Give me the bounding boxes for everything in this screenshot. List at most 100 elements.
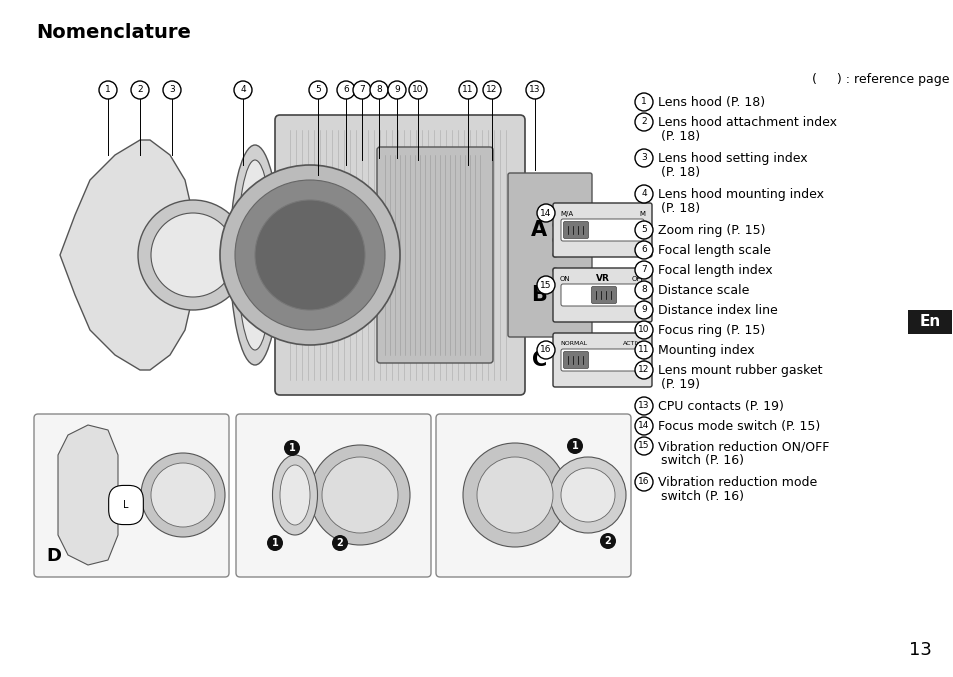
Circle shape [310,445,410,545]
Circle shape [635,281,652,299]
Text: 2: 2 [604,536,611,546]
Text: M/A: M/A [559,211,573,217]
Text: 4: 4 [640,190,646,198]
Text: 14: 14 [539,209,551,217]
Circle shape [552,267,558,273]
Text: Vibration reduction ON/OFF: Vibration reduction ON/OFF [658,440,828,453]
Text: 6: 6 [640,246,646,255]
Text: 3: 3 [169,85,174,95]
Text: D: D [46,547,61,565]
FancyBboxPatch shape [553,268,651,322]
Ellipse shape [273,455,317,535]
Circle shape [552,252,558,258]
Circle shape [482,81,500,99]
Text: 15: 15 [638,441,649,450]
Text: 1: 1 [571,441,578,451]
Text: Focus ring (P. 15): Focus ring (P. 15) [658,324,764,337]
Text: Distance scale: Distance scale [658,284,749,297]
Circle shape [353,81,371,99]
Text: 12: 12 [638,366,649,374]
Circle shape [537,204,555,222]
Text: switch (P. 16): switch (P. 16) [660,454,743,467]
FancyBboxPatch shape [563,221,588,238]
Circle shape [458,81,476,99]
Circle shape [635,185,652,203]
Text: Vibration reduction mode: Vibration reduction mode [658,476,817,489]
Text: B: B [531,285,546,305]
FancyBboxPatch shape [553,333,651,387]
Text: Distance index line: Distance index line [658,304,777,317]
Text: 15: 15 [539,280,551,290]
Ellipse shape [230,145,280,365]
Text: Lens hood setting index: Lens hood setting index [658,152,807,165]
Circle shape [141,453,225,537]
Text: 2: 2 [336,538,343,548]
Circle shape [409,81,427,99]
Text: 1: 1 [289,443,295,453]
FancyBboxPatch shape [376,147,493,363]
Circle shape [462,443,566,547]
Circle shape [322,457,397,533]
Text: En: En [919,315,940,330]
Text: VR: VR [595,274,609,283]
Text: Focal length scale: Focal length scale [658,244,770,257]
Text: Mounting index: Mounting index [658,344,754,357]
Text: 11: 11 [638,345,649,355]
Circle shape [151,463,214,527]
FancyBboxPatch shape [553,203,651,257]
FancyBboxPatch shape [34,414,229,577]
Text: 13: 13 [638,401,649,410]
Text: 8: 8 [375,85,381,95]
Text: 1: 1 [640,97,646,106]
Circle shape [566,438,582,454]
FancyBboxPatch shape [563,351,588,368]
Circle shape [163,81,181,99]
Text: 3: 3 [640,154,646,162]
Circle shape [233,81,252,99]
Text: switch (P. 16): switch (P. 16) [660,490,743,503]
Text: 4: 4 [240,85,246,95]
Text: (P. 18): (P. 18) [660,202,700,215]
Circle shape [537,341,555,359]
Text: Lens hood attachment index: Lens hood attachment index [658,116,836,129]
Circle shape [552,237,558,243]
Circle shape [635,321,652,339]
Circle shape [635,301,652,319]
Text: 11: 11 [462,85,474,95]
Text: 8: 8 [640,286,646,294]
Text: 10: 10 [412,85,423,95]
Circle shape [99,81,117,99]
Text: Focal length index: Focal length index [658,264,772,277]
Text: Focus mode switch (P. 15): Focus mode switch (P. 15) [658,420,820,433]
Circle shape [635,261,652,279]
Text: 10: 10 [638,326,649,334]
Circle shape [635,397,652,415]
FancyBboxPatch shape [591,286,616,303]
Circle shape [550,457,625,533]
Circle shape [552,282,558,288]
FancyBboxPatch shape [560,349,643,371]
Circle shape [635,473,652,491]
Circle shape [336,81,355,99]
Text: A: A [530,220,546,240]
Text: M: M [639,211,644,217]
FancyBboxPatch shape [235,414,431,577]
Circle shape [635,93,652,111]
Circle shape [635,361,652,379]
Circle shape [220,165,399,345]
Circle shape [635,437,652,455]
FancyBboxPatch shape [560,284,643,306]
FancyBboxPatch shape [560,219,643,241]
Text: Lens hood (P. 18): Lens hood (P. 18) [658,96,764,109]
Text: 7: 7 [640,265,646,274]
Circle shape [552,222,558,228]
Text: 14: 14 [638,422,649,431]
Circle shape [635,221,652,239]
Text: Lens hood mounting index: Lens hood mounting index [658,188,823,201]
Text: OFF: OFF [631,276,644,282]
Text: 2: 2 [640,118,646,127]
Text: (P. 18): (P. 18) [660,166,700,179]
Circle shape [138,200,248,310]
Text: 5: 5 [314,85,320,95]
Circle shape [525,81,543,99]
